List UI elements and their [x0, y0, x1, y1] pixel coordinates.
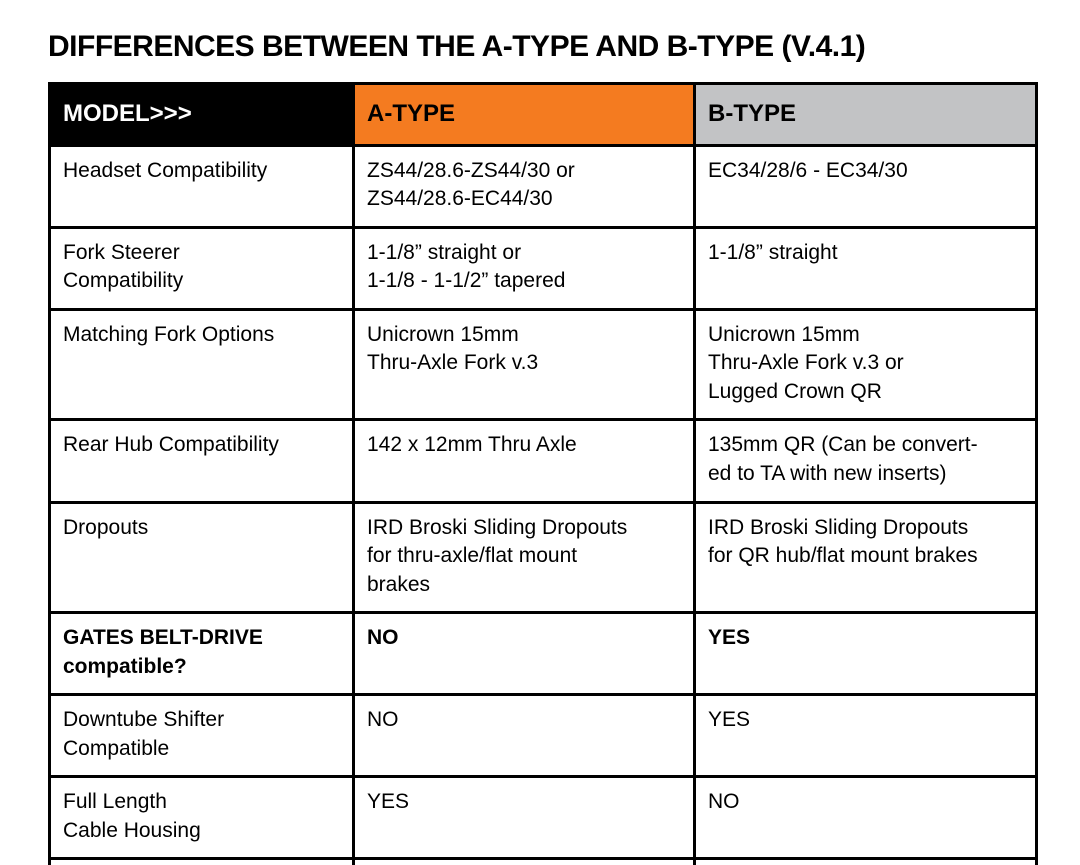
- table-row-gates-belt-drive: GATES BELT-DRIVE compatible? NO YES: [48, 611, 1038, 697]
- feature-cell: Dropouts: [48, 500, 355, 615]
- a-type-cell: Pumpkin Orange: [352, 857, 696, 865]
- a-type-cell: IRD Broski Sliding Dropouts for thru-axl…: [352, 500, 696, 615]
- a-type-cell: 1-1/8” straight or 1-1/8 - 1-1/2” tapere…: [352, 225, 696, 311]
- b-type-cell: EC34/28/6 - EC34/30: [693, 143, 1038, 229]
- b-type-cell: Lunar Rock: [693, 857, 1038, 865]
- b-type-cell: YES: [693, 693, 1038, 779]
- table-row-downtube-shifter: Downtube Shifter Compatible NO YES: [48, 693, 1038, 779]
- feature-cell: Fork Steerer Compatibility: [48, 225, 355, 311]
- table-row-rear-hub-compatibility: Rear Hub Compatibility 142 x 12mm Thru A…: [48, 418, 1038, 504]
- feature-cell: Matching Fork Options: [48, 307, 355, 422]
- column-header-model: MODEL>>>: [48, 82, 355, 147]
- page-title: DIFFERENCES BETWEEN THE A-TYPE AND B-TYP…: [48, 30, 866, 63]
- table-row-paint-options: Paint Options Pumpkin Orange Lunar Rock: [48, 857, 1038, 865]
- b-type-cell: YES: [693, 611, 1038, 697]
- table-row-dropouts: Dropouts IRD Broski Sliding Dropouts for…: [48, 500, 1038, 615]
- table-row-headset-compatibility: Headset Compatibility ZS44/28.6-ZS44/30 …: [48, 143, 1038, 229]
- a-type-cell: 142 x 12mm Thru Axle: [352, 418, 696, 504]
- comparison-table: MODEL>>> A-TYPE B-TYPE Headset Compatibi…: [48, 82, 1038, 865]
- feature-cell: Rear Hub Compatibility: [48, 418, 355, 504]
- b-type-cell: IRD Broski Sliding Dropouts for QR hub/f…: [693, 500, 1038, 615]
- feature-cell: Paint Options: [48, 857, 355, 865]
- a-type-cell: ZS44/28.6-ZS44/30 or ZS44/28.6-EC44/30: [352, 143, 696, 229]
- table-header-row: MODEL>>> A-TYPE B-TYPE: [48, 82, 1038, 147]
- b-type-cell: 135mm QR (Can be convert- ed to TA with …: [693, 418, 1038, 504]
- b-type-cell: NO: [693, 775, 1038, 861]
- a-type-cell: NO: [352, 693, 696, 779]
- table-row-fork-steerer: Fork Steerer Compatibility 1-1/8” straig…: [48, 225, 1038, 311]
- a-type-cell: YES: [352, 775, 696, 861]
- feature-cell: Headset Compatibility: [48, 143, 355, 229]
- b-type-cell: 1-1/8” straight: [693, 225, 1038, 311]
- a-type-cell: Unicrown 15mm Thru-Axle Fork v.3: [352, 307, 696, 422]
- feature-cell: Full Length Cable Housing: [48, 775, 355, 861]
- feature-cell: GATES BELT-DRIVE compatible?: [48, 611, 355, 697]
- b-type-cell: Unicrown 15mm Thru-Axle Fork v.3 or Lugg…: [693, 307, 1038, 422]
- a-type-cell: NO: [352, 611, 696, 697]
- column-header-a-type: A-TYPE: [352, 82, 696, 147]
- feature-cell: Downtube Shifter Compatible: [48, 693, 355, 779]
- table-row-full-length-cable-housing: Full Length Cable Housing YES NO: [48, 775, 1038, 861]
- table-row-matching-fork-options: Matching Fork Options Unicrown 15mm Thru…: [48, 307, 1038, 422]
- column-header-b-type: B-TYPE: [693, 82, 1038, 147]
